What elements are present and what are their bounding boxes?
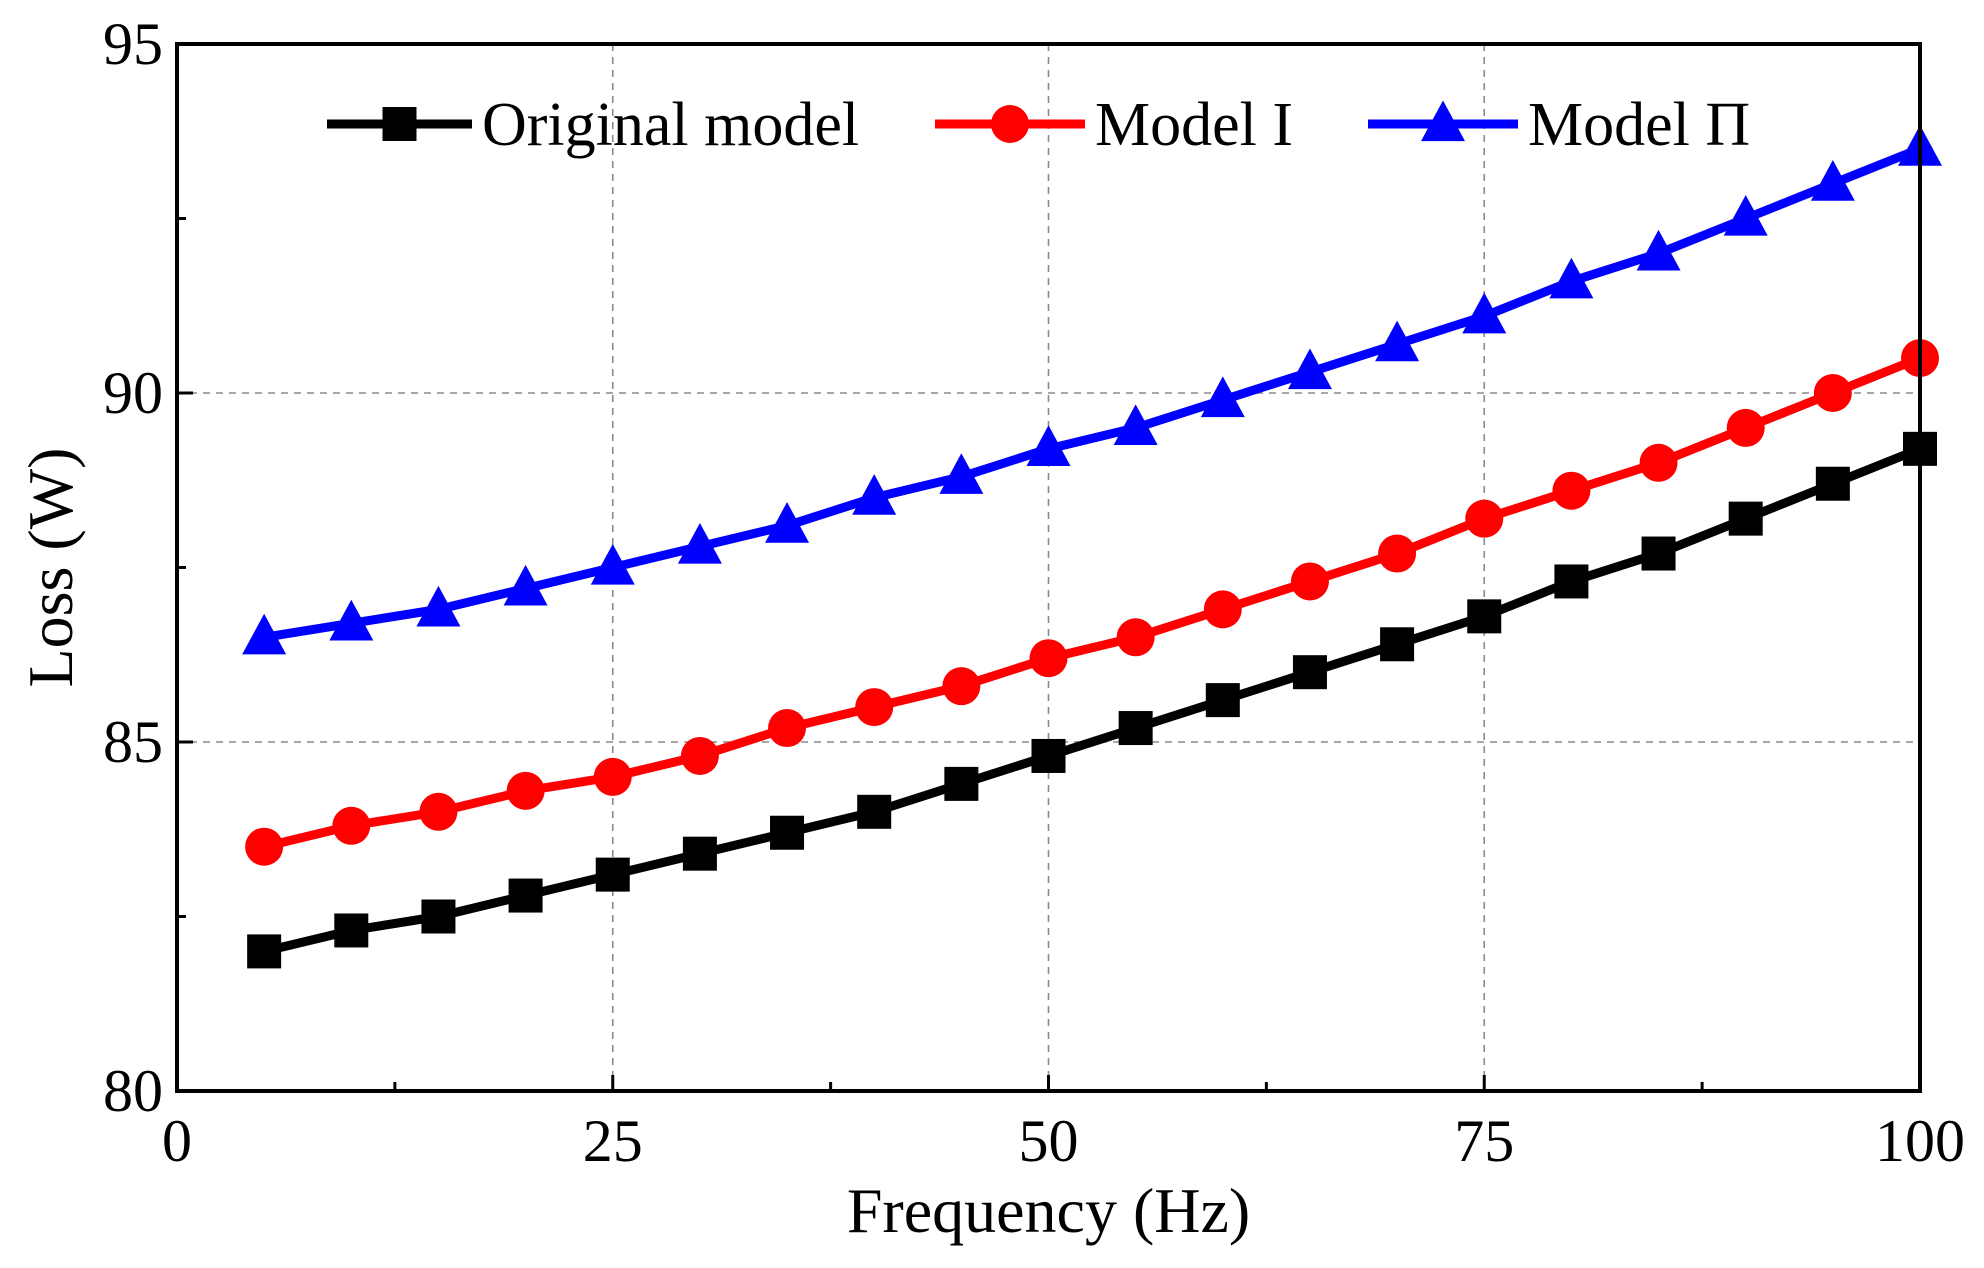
y-tick-label: 80 <box>103 1058 163 1124</box>
data-point-model <box>677 523 722 564</box>
data-point-original-model <box>595 857 630 892</box>
data-point-original-model <box>334 913 369 948</box>
data-point-model <box>329 599 374 641</box>
data-point-model-i <box>593 757 632 796</box>
data-point-model <box>1200 376 1245 418</box>
data-point-original-model <box>1205 683 1240 718</box>
axis-ticks <box>175 42 1922 1093</box>
x-tick-label: 25 <box>583 1108 643 1174</box>
data-point-model-i <box>245 827 284 866</box>
data-point-original-model <box>682 836 717 871</box>
x-axis-title: Frequency (Hz) <box>847 1175 1250 1246</box>
data-point-original-model <box>1118 711 1153 746</box>
x-tick-label: 100 <box>1875 1108 1965 1174</box>
legend-label-model: Model Π <box>1528 91 1750 159</box>
data-point-model-i <box>1465 499 1504 538</box>
data-point-original-model <box>770 815 805 850</box>
data-point-model-i <box>419 792 458 831</box>
series-original-model <box>247 431 1937 969</box>
data-point-original-model <box>1292 655 1327 690</box>
data-point-original-model <box>944 766 979 801</box>
data-point-model-i <box>332 806 371 845</box>
data-point-original-model <box>1815 466 1850 501</box>
legend-marker-original-model <box>382 107 417 141</box>
data-point-model <box>1026 425 1071 466</box>
x-tick-label: 75 <box>1454 1108 1514 1174</box>
series-model <box>242 125 1942 655</box>
data-point-model-i <box>1813 374 1852 412</box>
data-point-model <box>416 585 461 627</box>
data-point-model <box>852 474 897 515</box>
data-point-model <box>1462 292 1507 334</box>
data-point-model-i <box>1116 618 1155 657</box>
data-point-model <box>1636 229 1681 271</box>
y-tick-label: 90 <box>103 360 163 426</box>
data-point-model <box>1723 194 1768 236</box>
tick-labels: 0 25 50 75 100 80 85 90 95 <box>103 11 1965 1174</box>
data-point-original-model <box>857 794 892 829</box>
legend-label-original-model: Original model <box>482 91 859 159</box>
data-point-original-model <box>1031 738 1066 773</box>
x-tick-label: 50 <box>1019 1108 1079 1174</box>
x-tick-label: 0 <box>162 1108 192 1174</box>
data-point-model <box>1375 320 1420 362</box>
data-point-original-model <box>421 899 456 934</box>
data-point-model-i <box>680 736 719 775</box>
data-point-model-i <box>1552 471 1591 510</box>
data-point-model-i <box>1378 534 1417 573</box>
data-point-model <box>1549 257 1594 299</box>
legend: Original model Model I Model Π <box>327 91 1750 159</box>
data-point-model <box>1113 404 1158 445</box>
y-tick-label: 85 <box>103 709 163 775</box>
data-point-original-model <box>1380 627 1415 662</box>
series-layer <box>242 125 1942 969</box>
data-point-original-model <box>247 934 282 969</box>
data-point-original-model <box>1554 564 1589 599</box>
legend-item-model: Model Π <box>1368 91 1750 159</box>
legend-marker-model <box>1421 100 1465 142</box>
data-point-model-i <box>1203 590 1242 629</box>
data-point-original-model <box>1641 536 1676 571</box>
data-point-model <box>1810 160 1855 201</box>
legend-marker-model-i <box>991 105 1029 143</box>
data-point-model-i <box>1726 408 1765 447</box>
data-point-model-i <box>768 709 807 748</box>
data-point-model-i <box>506 771 545 810</box>
data-point-model <box>242 613 287 655</box>
data-point-model-i <box>1029 639 1068 678</box>
data-point-original-model <box>1467 599 1502 634</box>
data-point-model <box>765 502 810 543</box>
y-tick-label: 95 <box>103 11 163 77</box>
y-axis-title: Loss (W) <box>15 448 86 688</box>
data-point-model-i <box>1290 562 1329 601</box>
data-point-model-i <box>942 667 981 706</box>
data-point-original-model <box>1728 501 1763 536</box>
data-point-model <box>503 564 548 606</box>
data-point-model-i <box>855 688 894 727</box>
legend-item-original-model: Original model <box>327 91 859 159</box>
data-point-original-model <box>508 878 543 913</box>
legend-label-model-i: Model I <box>1095 91 1293 159</box>
data-point-model <box>939 453 984 494</box>
data-point-model <box>590 543 635 585</box>
data-point-model <box>1287 348 1332 390</box>
series-model-i <box>245 339 1939 866</box>
legend-item-model-i: Model I <box>935 91 1293 159</box>
data-point-model-i <box>1639 443 1678 482</box>
